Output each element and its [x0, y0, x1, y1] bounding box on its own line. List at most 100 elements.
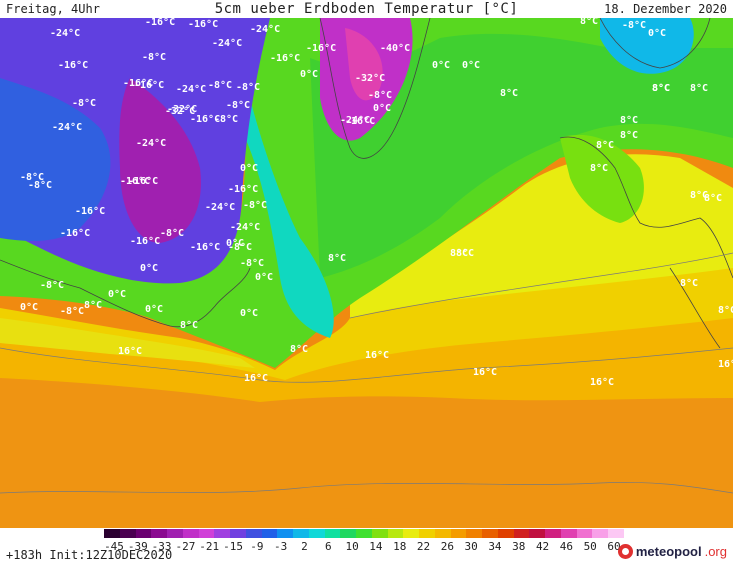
scale-swatch [151, 529, 167, 538]
temperature-label: 8°C [680, 278, 698, 289]
temperature-label: 8°C [620, 115, 638, 126]
temperature-label: 16°C [473, 367, 497, 378]
scale-swatch [403, 529, 419, 538]
scale-tick-label: 2 [301, 540, 308, 553]
temperature-label: 8°C [704, 193, 722, 204]
scale-tick-label: 10 [345, 540, 359, 553]
arctic-cold-core [119, 78, 201, 243]
temperature-label: 0°C [240, 308, 258, 319]
scale-swatch [356, 529, 372, 538]
init-time-label: +183h Init:12Z10DEC2020 [6, 548, 173, 562]
temperature-label: -24°C [136, 138, 166, 149]
isotherms [0, 252, 733, 494]
scale-tick-label: 42 [535, 540, 550, 553]
forecast-day-label: Freitag, 4Uhr [6, 2, 100, 16]
temperature-label: -16°C [306, 43, 336, 54]
color-scale [104, 529, 624, 538]
temperature-label: -16°C [75, 206, 105, 217]
temperature-label: -32°C [167, 104, 197, 115]
temperature-label: -24°C [176, 84, 206, 95]
temperature-label: -8°C [40, 280, 64, 291]
temperature-label: -8°C [208, 80, 232, 91]
temperature-label: -8°C [60, 306, 84, 317]
temperature-label: -8°C [72, 98, 96, 109]
scale-swatch [324, 529, 341, 538]
temperature-label: -24°C [50, 28, 80, 39]
scale-swatch [308, 529, 325, 538]
scale-tick-label: 6 [324, 540, 332, 553]
temperature-label: 16°C [244, 373, 268, 384]
temperature-label: 16°C [365, 350, 389, 361]
temperature-label: -24°C [212, 38, 242, 49]
logo-text: meteopool [635, 544, 702, 559]
temperature-label: 8°C [580, 18, 598, 27]
temperature-label: 8°C [328, 253, 346, 264]
temperature-label: -16°C [345, 116, 375, 127]
scale-swatch [576, 529, 593, 538]
scale-tick-label: 22 [416, 540, 431, 553]
temperature-label: 8°C [500, 88, 518, 99]
scandinavia-cold-region [600, 18, 694, 74]
temperature-label: 8°C [590, 163, 608, 174]
scale-tick-label: -3 [274, 540, 288, 553]
scale-swatch [434, 529, 451, 538]
scale-tick-label: -9 [250, 540, 264, 553]
temperature-label: -16°C [60, 228, 90, 239]
scale-swatch [592, 529, 608, 538]
coastlines [0, 18, 733, 349]
meteopool-logo[interactable]: meteopool .org [617, 544, 727, 559]
temperature-label: 8°C [690, 190, 708, 201]
isotherm-12c [349, 252, 733, 319]
temperature-label: -32°C [165, 106, 195, 117]
temperature-label: 8°C [690, 83, 708, 94]
temperature-label: 8°C [456, 248, 474, 259]
temperature-label: 0°C [140, 263, 158, 274]
temperature-label: -8°C [214, 114, 238, 125]
scale-swatch [371, 529, 388, 538]
scale-swatch [513, 529, 530, 538]
north-america-coastline [0, 259, 251, 328]
map-title: 5cm ueber Erdboden Temperatur [°C] [214, 1, 519, 17]
temperature-label: -32°C [355, 73, 385, 84]
temperature-label: -24°C [250, 24, 280, 35]
europe-coastline [559, 136, 733, 279]
scale-swatch [497, 529, 514, 538]
temperature-label: 0°C [300, 69, 318, 80]
temperature-label: -16°C [270, 53, 300, 64]
temperature-label: 8°C [620, 130, 638, 141]
temperature-label: -16°C [228, 184, 258, 195]
scale-tick-label: 14 [369, 540, 383, 553]
temperature-label: 0°C [462, 60, 480, 71]
scale-swatch [104, 529, 120, 538]
temperature-label: 0°C [20, 302, 38, 313]
subtropical-band [0, 308, 733, 402]
scale-swatch [261, 529, 278, 538]
scandinavia-coastline [599, 18, 711, 69]
scale-tick-label: 50 [583, 540, 597, 553]
scale-swatch [608, 529, 624, 538]
temperature-label: -16°C [123, 78, 153, 89]
logo-suffix: .org [704, 544, 727, 559]
temperature-label: 0°C [432, 60, 450, 71]
temperature-label: -8°C [236, 82, 260, 93]
greenland-minimum [345, 28, 383, 101]
scale-swatch [560, 529, 577, 538]
scale-tick-label: 30 [464, 540, 478, 553]
scale-swatch [293, 529, 309, 538]
temperature-labels: -24°C -16°C -16°C -24°C -24°C -16°C -16°C -32°C… [20, 18, 733, 388]
temperature-label: 16°C [118, 346, 142, 357]
temperature-label: -40°C [380, 43, 410, 54]
scale-swatch [340, 529, 356, 538]
scale-tick-label: 46 [559, 540, 573, 553]
temperature-label: 0°C [373, 103, 391, 114]
scale-swatch [545, 529, 561, 538]
scale-swatch [230, 529, 246, 538]
color-scale-labels: -45 -39 -33 -27 -21 -15 -9 -3 2 6 10 14 18 22 26 30 34 38… [104, 540, 624, 553]
scale-swatch [419, 529, 435, 538]
temperature-field: -24°C -16°C -16°C -24°C -24°C -16°C -16°C -32°C… [0, 18, 733, 528]
temperature-label: -24°C [52, 122, 82, 133]
temperature-label: -8°C [368, 90, 392, 101]
temperature-label: 16°C [590, 377, 614, 388]
scale-swatch [482, 529, 498, 538]
temperature-label: 8°C [596, 140, 614, 151]
